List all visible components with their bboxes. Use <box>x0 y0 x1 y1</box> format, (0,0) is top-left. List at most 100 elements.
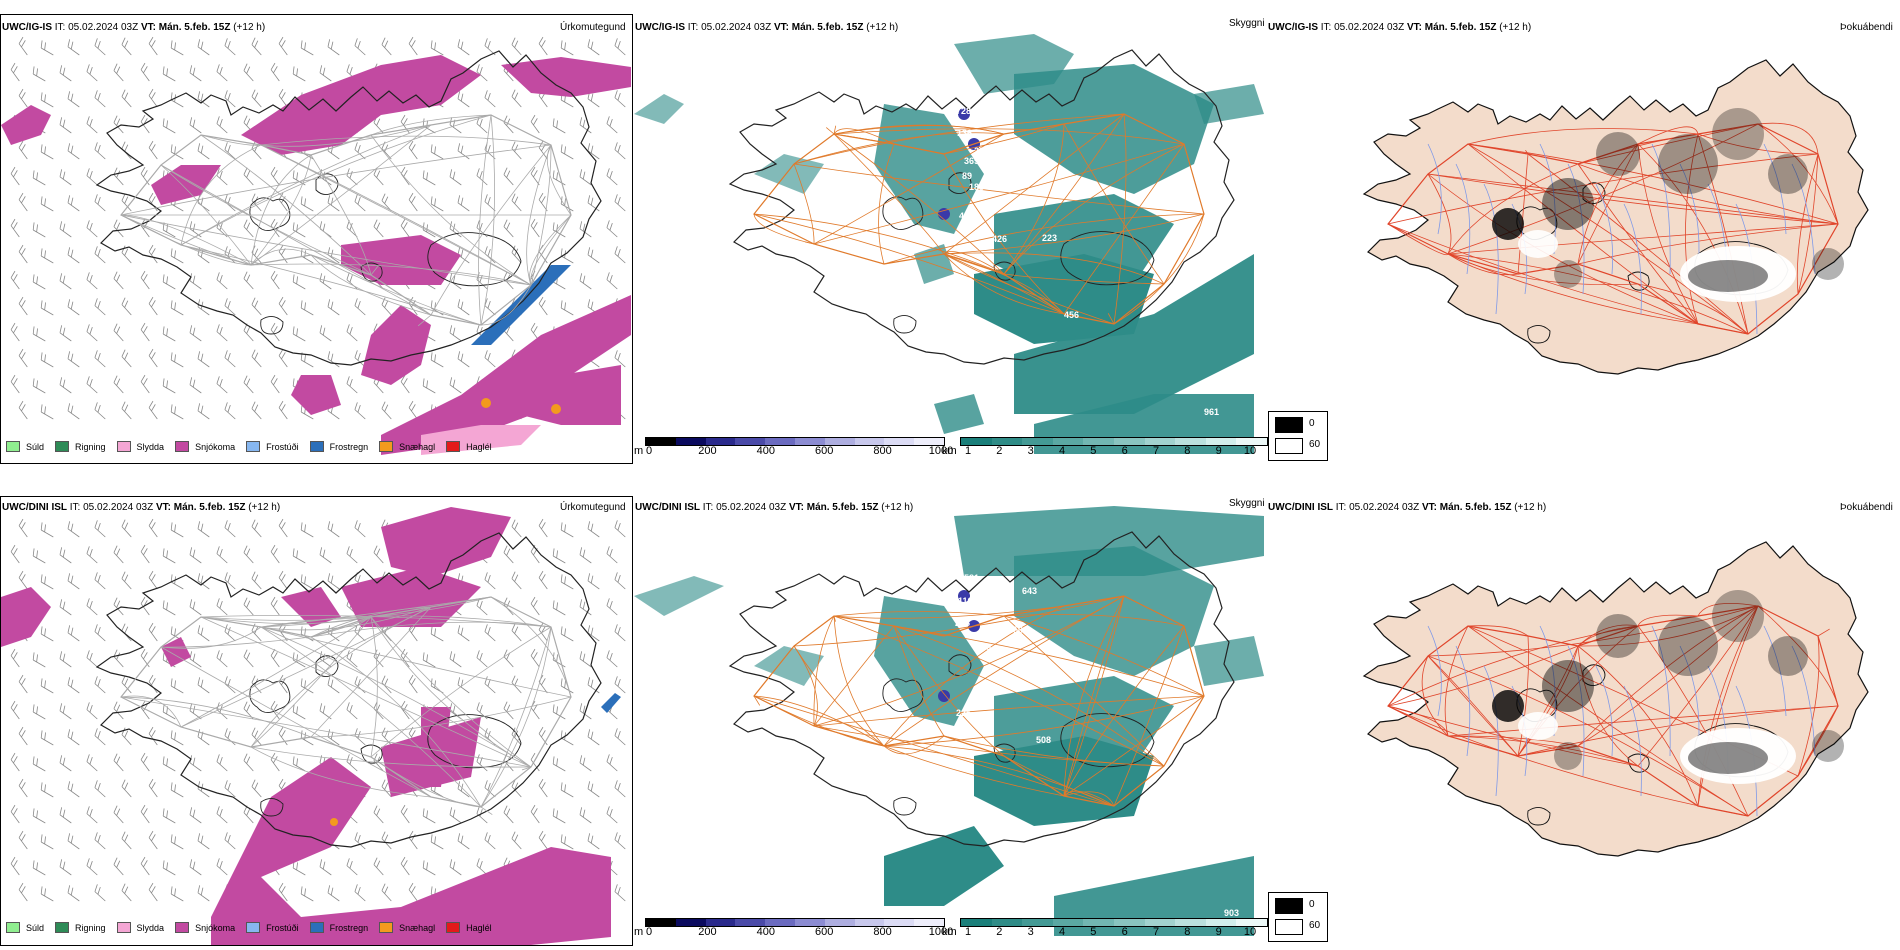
wind-barb <box>511 675 522 694</box>
wind-barb <box>140 856 150 876</box>
wind-barb <box>354 38 366 56</box>
fog-index-legend: 0 60 <box>1268 892 1328 942</box>
wind-barb <box>400 856 410 876</box>
wind-barb <box>40 404 54 420</box>
vt-value: Mán. 5.feb. 15Z <box>806 502 879 513</box>
road <box>883 213 1205 265</box>
road <box>1797 635 1820 777</box>
fog-index-patch <box>1712 108 1764 160</box>
road <box>1577 605 1759 747</box>
glacier-outline <box>1582 664 1606 686</box>
road <box>1447 735 1639 767</box>
visibility-bar-segment <box>1052 919 1084 926</box>
ceiling-bar-segment <box>646 438 676 445</box>
wind-barb <box>121 519 132 538</box>
wind-barb <box>197 833 210 850</box>
wind-barb <box>40 144 54 160</box>
fog-index-patch <box>1768 636 1808 676</box>
wind-barb <box>10 218 20 238</box>
wind-barb <box>251 571 262 590</box>
snow-area <box>291 375 341 415</box>
wind-barb <box>216 806 228 824</box>
wind-barb <box>162 600 176 616</box>
wind-barb <box>327 351 340 368</box>
visibility-tick-label: 9 <box>1215 445 1222 457</box>
wind-barb <box>18 140 28 160</box>
wind-barb <box>449 859 462 876</box>
glacier-outline <box>360 262 383 282</box>
fog-panel-row2 <box>1268 496 1900 946</box>
wind-barb <box>170 300 184 316</box>
glacier-outline <box>1060 713 1155 768</box>
visibility-value-label: 136 <box>957 128 972 138</box>
road <box>260 144 532 286</box>
visibility-value-label: 581 <box>964 573 979 583</box>
wind-barb <box>243 375 254 394</box>
fog-index-patch <box>1812 730 1844 762</box>
wind-barb <box>121 37 132 56</box>
wind-barb <box>587 781 600 798</box>
wind-barb <box>18 570 28 590</box>
legend-label: Frostregn <box>329 441 369 452</box>
wind-barb <box>67 729 80 746</box>
wind-barb <box>148 674 158 694</box>
wind-barb <box>538 36 548 56</box>
road <box>1387 153 1819 225</box>
wind-barb <box>587 521 600 538</box>
panel-title-precip-row1: Úrkomutegund <box>560 22 626 33</box>
wind-barb <box>113 597 124 616</box>
road <box>1577 133 1699 165</box>
wind-barb <box>552 170 566 186</box>
wind-barb <box>94 298 106 316</box>
wind-barb <box>10 752 20 772</box>
wind-barb <box>121 89 132 108</box>
wind-barb <box>10 270 20 290</box>
precip-legend-row2: Súld Rigning Slydda Snjókoma Frostúði Frostre… <box>6 922 503 933</box>
wind-barb <box>579 547 592 564</box>
road <box>120 214 252 266</box>
wind-barb <box>59 169 72 186</box>
wind-barb <box>251 89 262 108</box>
road <box>833 133 1005 275</box>
wind-barb <box>373 805 384 824</box>
vt-label: VT: <box>788 502 804 513</box>
wind-barb <box>67 573 80 590</box>
wind-barb <box>67 91 80 108</box>
wind-barb <box>292 756 306 772</box>
road <box>833 605 1065 619</box>
legend-label: Súld <box>26 922 45 933</box>
it-value: 05.02.2024 03Z <box>83 502 154 513</box>
wind-barb <box>587 677 600 694</box>
wind-barb <box>300 300 314 316</box>
wind-barb <box>484 676 496 694</box>
road <box>833 128 1185 145</box>
wind-barb <box>457 91 470 108</box>
wind-barb <box>10 322 20 342</box>
visibility-bar-segment <box>961 438 992 445</box>
wind-barb <box>278 518 288 538</box>
visibility-value-label: 412 <box>959 211 974 221</box>
snow-area <box>1 587 51 647</box>
road <box>1003 615 1165 767</box>
coastline <box>728 531 1235 847</box>
wind-barb <box>18 36 28 56</box>
wind-barb <box>449 377 462 394</box>
panel-title-fog-row1: Þokuábendi <box>1840 22 1893 33</box>
wind-barb <box>400 218 410 238</box>
road <box>1467 143 1749 335</box>
wind-barb <box>354 520 366 538</box>
wind-barb <box>373 649 384 668</box>
low-visibility-area <box>634 576 724 616</box>
low-visibility-area <box>914 244 954 284</box>
road <box>310 254 432 316</box>
low-visibility-area <box>974 254 1154 344</box>
visibility-tick-label: 3 <box>1027 445 1034 457</box>
wind-barb <box>552 118 566 134</box>
wind-barb <box>511 245 522 264</box>
river <box>1679 645 1700 737</box>
wind-barb <box>94 676 106 694</box>
wind-barb <box>503 219 514 238</box>
river <box>1623 203 1642 315</box>
